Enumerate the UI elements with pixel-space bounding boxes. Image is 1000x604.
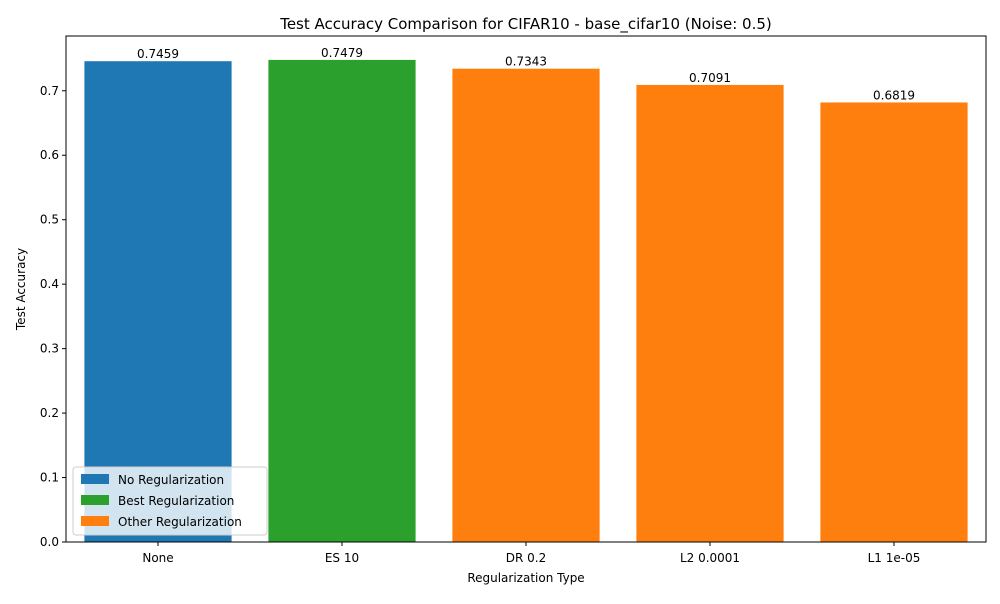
bars-layer: 0.7459 0.7479 0.7343 0.7091 0.6819 [84, 46, 968, 543]
y-tick-label: 0.4 [40, 277, 59, 291]
x-tick-label: L1 1e-05 [868, 551, 921, 565]
x-tick-label: None [142, 551, 173, 565]
bar-l1-1e-05 [820, 102, 968, 542]
y-tick-label: 0.5 [40, 213, 59, 227]
legend-label-other: Other Regularization [118, 515, 242, 529]
y-tick-label: 0.2 [40, 406, 59, 420]
bar-value-label: 0.7343 [505, 55, 547, 69]
bar-es-10 [268, 59, 416, 543]
legend-label-best: Best Regularization [118, 494, 234, 508]
y-tick-label: 0.1 [40, 471, 59, 485]
bar-none [84, 61, 232, 543]
legend: No Regularization Best Regularization Othe… [72, 466, 268, 536]
legend-label-none: No Regularization [118, 473, 224, 487]
bar-value-label: 0.7459 [137, 47, 179, 61]
y-tick-label: 0.7 [40, 84, 59, 98]
legend-box [72, 466, 268, 536]
y-tick-label: 0.6 [40, 148, 59, 162]
legend-swatch-none [81, 474, 109, 484]
x-tick-label: L2 0.0001 [680, 551, 740, 565]
x-tick-label: DR 0.2 [506, 551, 546, 565]
y-tick-label: 0.0 [40, 535, 59, 549]
bar-value-label: 0.6819 [873, 88, 915, 102]
bar-value-label: 0.7479 [321, 46, 363, 60]
legend-swatch-other [81, 516, 109, 526]
bar-l2-0-0001 [636, 84, 784, 543]
bar-dr-0-2 [452, 68, 600, 542]
x-axis-label: Regularization Type [467, 571, 584, 585]
x-tick-label: ES 10 [325, 551, 359, 565]
bar-value-label: 0.7091 [689, 71, 731, 85]
chart-title: Test Accuracy Comparison for CIFAR10 - b… [279, 15, 772, 34]
y-tick-label: 0.3 [40, 342, 59, 356]
axes-layer: 0.0 0.1 0.2 0.3 0.4 0.5 0.6 0.7 None ES 10 DR 0.2 L… [40, 35, 987, 565]
y-axis-label: Test Accuracy [14, 248, 28, 331]
legend-swatch-best [81, 495, 109, 505]
